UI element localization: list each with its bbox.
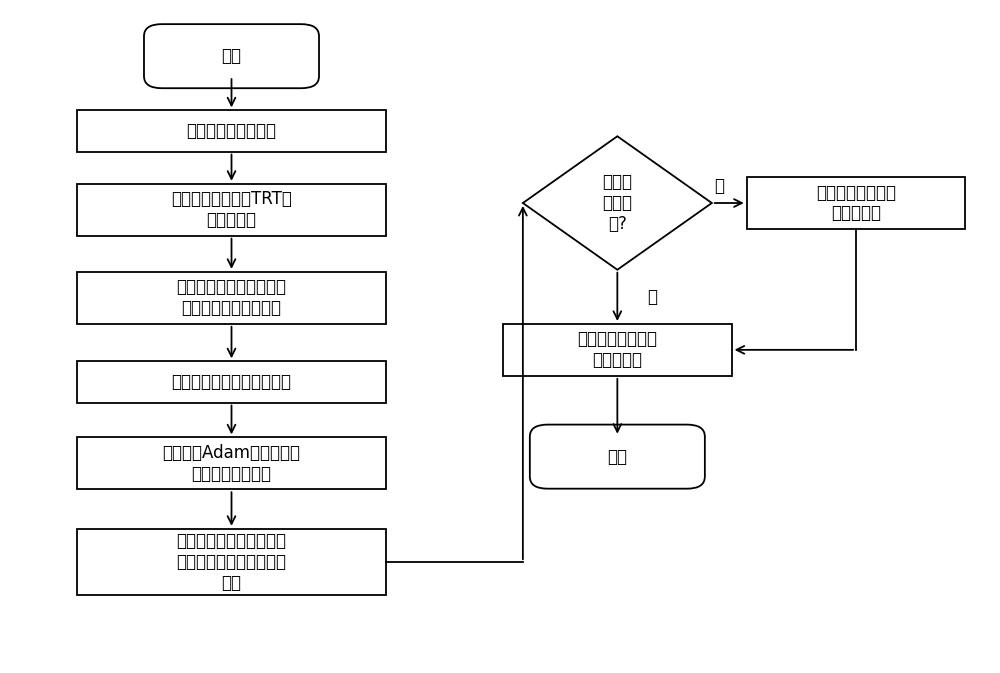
Text: 设备是
否有故
障?: 设备是 否有故 障? [602, 173, 632, 233]
Text: 开始: 开始 [222, 47, 242, 65]
Polygon shape [523, 136, 712, 270]
Bar [77, 437, 386, 489]
Text: 基于改进的时频域特征提取: 基于改进的时频域特征提取 [172, 373, 292, 391]
Bar [77, 529, 386, 596]
Bar [77, 361, 386, 402]
Bar [747, 177, 965, 229]
FancyBboxPatch shape [530, 425, 705, 489]
FancyBboxPatch shape [144, 24, 319, 88]
Text: 三维建模和数据采集: 三维建模和数据采集 [186, 122, 276, 140]
Text: 诊断报告推送给现
场管理人员: 诊断报告推送给现 场管理人员 [577, 330, 657, 369]
Bar [77, 272, 386, 324]
Text: 结束: 结束 [607, 448, 627, 466]
Text: 否: 否 [647, 288, 657, 306]
Bar [77, 110, 386, 151]
Bar [503, 324, 732, 376]
Text: 发送报警短信给现
场管理人员: 发送报警短信给现 场管理人员 [816, 184, 896, 222]
Text: 是: 是 [714, 177, 724, 195]
Text: 神经网络输出结果保存在
数字孪生系统，生成诊断
报告: 神经网络输出结果保存在 数字孪生系统，生成诊断 报告 [176, 532, 287, 592]
Bar [77, 184, 386, 236]
Text: 基于数字孪生系统数据的
预处理，剔除异常数据: 基于数字孪生系统数据的 预处理，剔除异常数据 [176, 279, 287, 317]
Text: 构建基于Adam算法的神经
网络故障诊断模型: 构建基于Adam算法的神经 网络故障诊断模型 [162, 444, 300, 483]
Text: 构建高炉鼓风机和TRT数
字孪生系统: 构建高炉鼓风机和TRT数 字孪生系统 [171, 190, 292, 229]
